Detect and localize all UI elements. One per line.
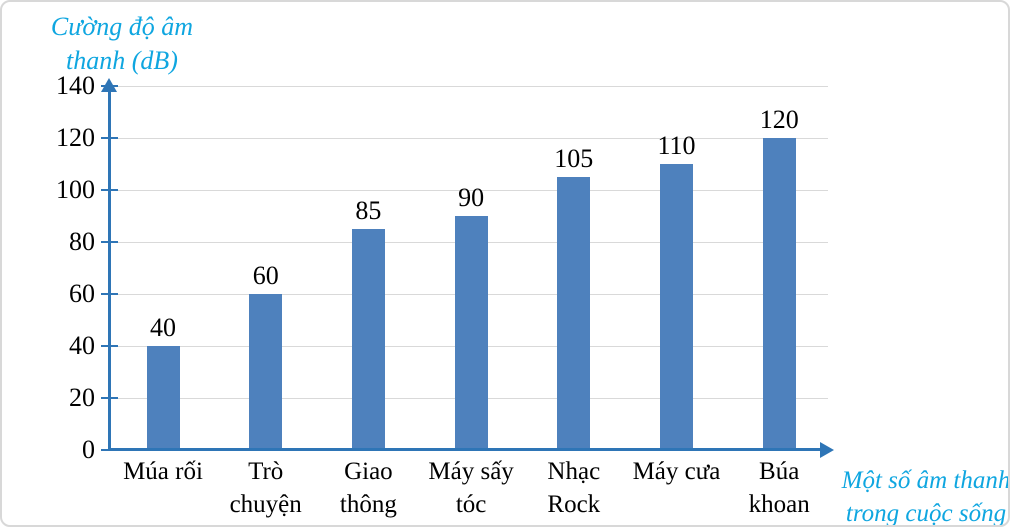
bar-value-label: 90 — [458, 183, 485, 212]
bar — [762, 138, 796, 450]
bar-value-label: 40 — [150, 313, 176, 342]
category-label: Trò chuyện — [229, 458, 302, 518]
x-axis-title: Một số âm thanh trong cuộc sống — [841, 467, 1010, 527]
bar-value-label: 120 — [759, 105, 799, 134]
category-label: Máy sấy tóc — [428, 458, 514, 518]
gridline — [109, 85, 828, 87]
x-axis-arrow-icon — [820, 442, 834, 458]
bar — [146, 346, 180, 450]
category-label: Múa rối — [123, 458, 203, 485]
bar-value-label: 85 — [355, 196, 382, 225]
bar-value-label: 60 — [252, 261, 279, 290]
bar — [454, 216, 488, 450]
y-tick-label: 100 — [56, 175, 95, 204]
y-axis-arrow-icon — [101, 78, 117, 92]
y-axis-line — [108, 90, 111, 450]
category-label: Máy cưa — [632, 458, 721, 485]
bar — [660, 164, 693, 450]
y-tick-label: 0 — [82, 435, 95, 464]
y-tick-label: 120 — [56, 123, 95, 152]
y-tick-label: 20 — [69, 383, 95, 412]
category-label: Nhạc Rock — [547, 458, 601, 518]
bar — [351, 229, 385, 450]
y-tick-label: 40 — [69, 331, 95, 360]
y-tick-label: 80 — [69, 227, 95, 256]
x-axis-line — [108, 448, 822, 451]
bar — [249, 294, 283, 450]
y-tick-label: 60 — [69, 279, 95, 308]
gridline — [109, 189, 828, 191]
bar-value-label: 105 — [554, 144, 594, 173]
category-label: Búa khoan — [748, 458, 810, 518]
category-label: Giao thông — [339, 458, 397, 518]
y-axis-title: Cường độ âm thanh (dB) — [50, 12, 194, 75]
y-tick-label: 140 — [56, 71, 95, 100]
bar — [557, 177, 591, 450]
gridline — [109, 137, 828, 139]
bar-value-label: 110 — [657, 131, 696, 160]
